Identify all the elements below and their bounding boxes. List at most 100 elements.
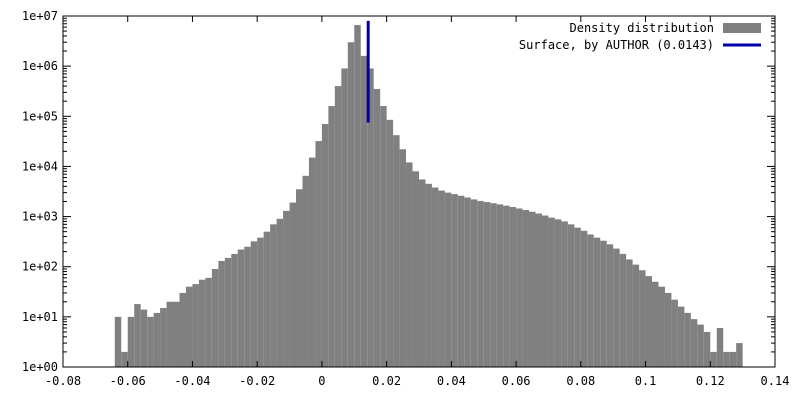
histogram-bar-33 [328, 106, 335, 368]
x-axis: -0.08 -0.06 -0.04 -0.02 0 0.02 0.04 0.06 0.08 0.1… [45, 16, 790, 388]
histogram-bar-27 [289, 202, 297, 367]
histogram-bar-34 [334, 86, 342, 367]
x-tick-label-5: 0.02 [372, 374, 401, 388]
x-tick-label-0: -0.08 [45, 374, 81, 388]
histogram-bar-52 [451, 194, 458, 367]
histogram-bar-69 [561, 221, 568, 367]
histogram-bar-38 [360, 55, 368, 367]
histogram-bar-18 [231, 253, 238, 367]
histogram-bar-85 [664, 292, 672, 367]
histogram-bar-58 [490, 203, 497, 367]
histogram-bar-0 [114, 316, 122, 367]
histogram-bar-64 [529, 211, 536, 367]
histogram-bar-39 [367, 68, 374, 367]
histogram-bar-9 [173, 301, 180, 367]
histogram-bar-8 [166, 301, 174, 367]
y-tick-label-3: 1e+03 [22, 210, 58, 224]
histogram-bar-60 [503, 205, 510, 367]
histogram-bar-28 [296, 189, 303, 367]
x-tick-label-2: -0.04 [174, 374, 210, 388]
x-tick-label-4: 0 [318, 374, 325, 388]
x-tick-label-1: -0.06 [110, 374, 146, 388]
plot-frame [62, 15, 776, 368]
histogram-bar-45 [406, 162, 413, 367]
histogram-bar-70 [567, 224, 575, 367]
histogram-bar-6 [153, 312, 161, 367]
histogram-bar-86 [671, 299, 678, 367]
legend-label-surface: Surface, by AUTHOR (0.0143) [519, 38, 714, 52]
histogram-bar-51 [444, 192, 452, 367]
histogram-bar-62 [516, 208, 523, 367]
histogram-bar-77 [613, 248, 620, 367]
histogram-bar-68 [554, 219, 562, 367]
histogram-bar-82 [645, 276, 653, 367]
histogram-bar-50 [438, 190, 445, 367]
histogram-bar-73 [587, 234, 594, 367]
y-tick-label-7: 1e+07 [22, 9, 58, 23]
histogram-bar-44 [399, 149, 407, 367]
histogram-bar-21 [250, 241, 258, 367]
histogram-bar-88 [684, 312, 691, 367]
histogram-bar-7 [160, 308, 167, 367]
histogram-bar-81 [639, 270, 646, 367]
histogram-bar-66 [541, 215, 549, 367]
histogram-bar-11 [185, 286, 193, 367]
histogram-bar-20 [244, 246, 251, 367]
histogram-bars [114, 25, 743, 368]
x-tick-label-11: 0.14 [761, 374, 790, 388]
y-tick-label-2: 1e+02 [22, 260, 58, 274]
histogram-bar-14 [205, 277, 212, 367]
histogram-bar-91 [703, 331, 711, 367]
histogram-bar-3 [134, 304, 141, 367]
y-axis: 1e+00 1e+01 1e+02 1e+03 1e+04 1e+05 1e+06 1e+07 [22, 9, 775, 374]
legend-swatch-density [723, 23, 761, 33]
histogram-bar-15 [211, 269, 219, 367]
histogram-bar-94 [723, 351, 730, 367]
histogram-bar-75 [600, 240, 607, 367]
histogram-bar-87 [677, 306, 685, 367]
histogram-bar-19 [237, 249, 245, 367]
histogram-bar-4 [140, 309, 148, 367]
histogram-bar-25 [276, 218, 284, 367]
histogram-bar-78 [619, 253, 627, 367]
histogram-bar-49 [431, 187, 439, 367]
histogram-bar-24 [270, 224, 277, 367]
histogram-bar-61 [509, 207, 517, 367]
x-tick-label-8: 0.08 [566, 374, 595, 388]
x-tick-label-10: 0.12 [696, 374, 725, 388]
histogram-bar-30 [308, 157, 316, 367]
y-tick-label-4: 1e+04 [22, 159, 58, 173]
histogram-bar-83 [652, 281, 659, 367]
histogram-bar-71 [574, 227, 581, 367]
legend-label-density: Density distribution [570, 21, 715, 35]
histogram-bar-1 [121, 351, 128, 367]
y-tick-label-5: 1e+05 [22, 109, 58, 123]
y-tick-label-0: 1e+00 [22, 360, 58, 374]
histogram-bar-2 [127, 316, 135, 367]
histogram-bar-84 [658, 286, 665, 367]
histogram-bar-80 [632, 264, 640, 367]
histogram-bar-32 [321, 124, 329, 367]
histogram-bar-90 [697, 324, 704, 367]
histogram-bar-31 [315, 141, 322, 367]
histogram-bar-93 [716, 327, 724, 367]
histogram-bar-79 [626, 259, 633, 367]
histogram-bar-12 [192, 284, 199, 367]
histogram-bar-89 [690, 319, 698, 367]
histogram-bar-13 [198, 279, 206, 367]
histogram-bar-67 [548, 217, 555, 367]
histogram-bar-29 [302, 175, 309, 367]
histogram-bar-37 [354, 25, 361, 368]
x-tick-label-7: 0.06 [502, 374, 531, 388]
histogram-bar-43 [393, 135, 400, 367]
histogram-bar-55 [470, 199, 478, 367]
x-tick-label-6: 0.04 [437, 374, 466, 388]
histogram-bar-46 [412, 171, 419, 367]
histogram-bar-47 [419, 179, 426, 367]
histogram-bar-26 [283, 210, 290, 367]
histogram-bar-48 [425, 183, 432, 367]
histogram-bar-36 [347, 42, 355, 367]
y-tick-label-6: 1e+06 [22, 59, 58, 73]
histogram-bar-22 [257, 237, 264, 367]
histogram-bar-23 [263, 231, 271, 367]
